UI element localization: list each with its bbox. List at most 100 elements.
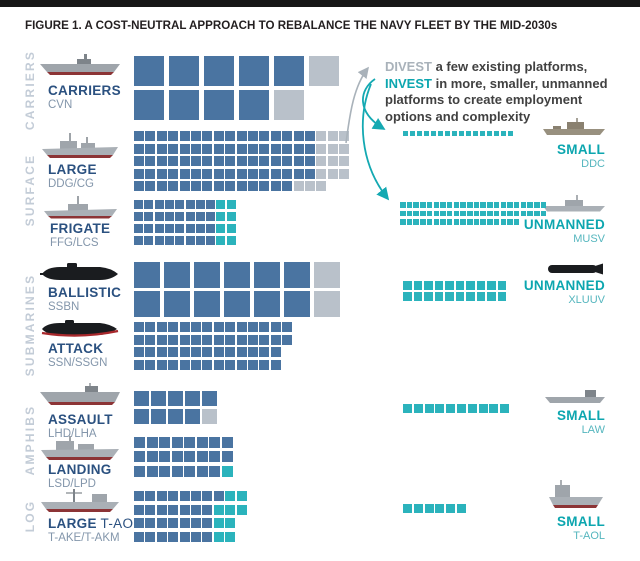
fleet-unit-square: [225, 131, 236, 141]
fleet-unit-square: [195, 200, 205, 209]
group-small-ddc: SMALL DDC: [543, 116, 605, 170]
fleet-unit-square: [175, 212, 185, 221]
fleet-unit-square: [476, 292, 485, 301]
fleet-unit-square: [339, 143, 350, 154]
annotation-line-4: options and complexity: [385, 108, 531, 124]
fleet-unit-square: [202, 131, 213, 141]
fleet-unit-square: [226, 236, 236, 245]
fleet-unit-square: [164, 236, 174, 245]
figure-title: FIGURE 1. A COST-NEUTRAL APPROACH TO REB…: [25, 19, 558, 32]
fleet-unit-square: [168, 334, 179, 345]
fleet-unit-square: [293, 131, 304, 141]
fleet-unit-square: [316, 156, 327, 167]
fleet-unit-square: [145, 504, 156, 515]
fleet-unit-square: [213, 143, 224, 154]
fleet-unit-square: [191, 360, 201, 371]
platform-designator: CVN: [48, 99, 73, 111]
platform-designator: DDC: [581, 158, 605, 170]
fleet-unit-square: [327, 168, 338, 179]
fleet-unit-square: [225, 360, 236, 371]
fleet-unit-square: [145, 347, 156, 358]
fleet-unit-square: [457, 504, 466, 513]
fleet-unit-square: [489, 404, 499, 413]
fleet-unit-square: [493, 202, 500, 208]
group-unmanned-xluuv: UNMANNED XLUUV: [524, 262, 605, 306]
fleet-unit-square: [424, 504, 434, 513]
fleet-unit-square: [134, 90, 164, 120]
fleet-unit-square: [145, 532, 156, 543]
fleet-unit-square: [134, 322, 144, 332]
fleet-unit-square: [134, 181, 144, 192]
fleet-unit-square: [134, 491, 144, 501]
fleet-unit-square: [179, 518, 190, 529]
fleet-unit-square: [213, 131, 224, 141]
fleet-unit-square: [216, 236, 226, 245]
fleet-unit-square: [540, 210, 547, 217]
fleet-unit-square: [305, 181, 315, 192]
fleet-unit-square: [213, 334, 224, 345]
fleet-unit-square: [254, 262, 280, 288]
fleet-unit-square: [134, 465, 145, 477]
fleet-unit-square: [507, 219, 513, 225]
fleet-unit-square: [168, 532, 179, 543]
fleet-unit-square: [185, 236, 195, 245]
fleet-unit-square: [293, 168, 304, 179]
fleet-unit-square: [487, 202, 493, 208]
fleet-unit-square: [179, 181, 190, 192]
fleet-unit-square: [435, 404, 445, 413]
fleet-unit-square: [446, 504, 456, 513]
fleet-unit-square: [213, 322, 224, 332]
fleet-unit-square: [400, 219, 406, 225]
fleet-unit-square: [145, 143, 156, 154]
fleet-unit-square: [202, 504, 213, 515]
group-attack-sub: ATTACK SSN/SSGN: [40, 320, 140, 369]
fleet-unit-square: [191, 334, 201, 345]
group-large-logistics: LARGE T-AO T-AKE/T-AKM: [40, 487, 140, 544]
fleet-unit-square: [460, 219, 466, 225]
fleet-unit-square: [248, 131, 258, 141]
fleet-unit-square: [493, 210, 500, 217]
fleet-unit-square: [501, 131, 506, 136]
fleet-unit-square: [179, 532, 190, 543]
fleet-unit-square: [168, 347, 179, 358]
fleet-unit-square: [282, 168, 293, 179]
fleet-unit-square: [433, 210, 439, 217]
fleet-unit-square: [314, 262, 340, 288]
fleet-unit-square: [282, 156, 293, 167]
fleet-unit-square: [134, 532, 144, 543]
fleet-unit-square: [213, 518, 224, 529]
platform-name: LARGE: [48, 162, 97, 177]
fleet-unit-square: [487, 219, 493, 225]
fleet-unit-square: [202, 532, 213, 543]
platform-designator: LAW: [581, 424, 605, 436]
fleet-unit-square: [209, 465, 220, 477]
fleet-unit-square: [202, 408, 217, 424]
fleet-unit-square: [466, 281, 475, 290]
fleet-unit-square: [446, 219, 453, 225]
fleet-unit-square: [316, 181, 327, 192]
platform-designator: FFG/LCS: [50, 237, 99, 249]
fleet-unit-square: [154, 236, 164, 245]
fleet-unit-square: [191, 504, 201, 515]
fleet-unit-square: [500, 202, 506, 208]
fleet-unit-square: [270, 143, 281, 154]
fleet-unit-square: [440, 202, 446, 208]
fleet-unit-square: [494, 131, 499, 136]
assault-ship-icon: [40, 383, 120, 405]
platform-designator: SSN/SSGN: [48, 357, 108, 369]
fleet-unit-square: [225, 168, 236, 179]
annotation-line-2: INVEST in more, smaller, unmanned: [385, 75, 608, 91]
fleet-unit-square: [134, 391, 149, 406]
fleet-unit-square: [175, 236, 185, 245]
fleet-unit-square: [146, 451, 158, 463]
fleet-unit-square: [259, 168, 270, 179]
fleet-unit-square: [473, 219, 480, 225]
fleet-unit-square: [248, 347, 258, 358]
fleet-unit-square: [195, 212, 205, 221]
fleet-unit-square: [410, 131, 415, 136]
fleet-unit-square: [196, 451, 208, 463]
fleet-unit-square: [156, 322, 167, 332]
fleet-unit-square: [134, 504, 144, 515]
fleet-unit-square: [403, 404, 412, 413]
fleet-unit-square: [424, 404, 434, 413]
